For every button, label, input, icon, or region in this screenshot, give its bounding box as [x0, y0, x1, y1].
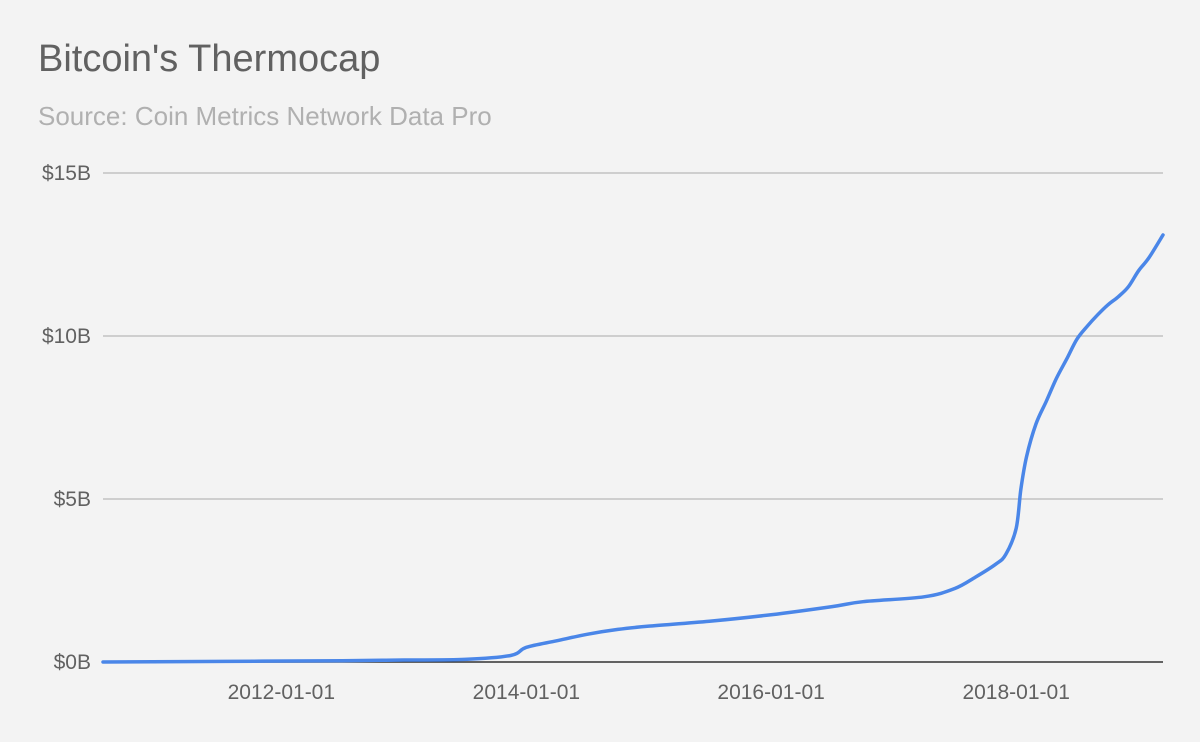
data-point: [1106, 304, 1109, 307]
data-point: [1162, 233, 1165, 236]
data-point: [831, 605, 834, 608]
data-point: [994, 563, 997, 566]
y-axis-ticks: $0B $5B $10B $15B: [42, 162, 91, 674]
data-point: [1127, 286, 1130, 289]
data-point: [647, 625, 650, 628]
data-point: [1025, 455, 1028, 458]
x-tick-label: 2016-01-01: [717, 681, 824, 704]
chart-title: Bitcoin's Thermocap: [38, 38, 381, 80]
data-point: [1086, 325, 1089, 328]
data-point: [922, 595, 925, 598]
data-point: [1117, 295, 1120, 298]
data-point: [1065, 357, 1068, 360]
data-point: [463, 658, 466, 661]
y-tick-label: $10B: [42, 325, 91, 348]
data-point: [1019, 488, 1022, 491]
data-point: [616, 628, 619, 631]
data-point: [974, 576, 977, 579]
data-point: [1147, 256, 1150, 259]
y-tick-label: $0B: [54, 651, 91, 674]
x-axis-ticks: 2012-01-01 2014-01-01 2016-01-01 2018-01-01: [228, 681, 1070, 704]
y-tick-label: $15B: [42, 162, 91, 185]
data-point: [861, 600, 864, 603]
data-point: [1137, 269, 1140, 272]
data-point: [1034, 423, 1037, 426]
data-point: [1055, 377, 1058, 380]
data-point: [586, 633, 589, 636]
data-point: [525, 646, 528, 649]
data-point: [224, 660, 227, 663]
data-point: [403, 659, 406, 662]
data-point: [1015, 527, 1018, 530]
data-point: [341, 659, 344, 662]
data-point: [1045, 400, 1048, 403]
data-point: [102, 661, 105, 664]
chart-subtitle: Source: Coin Metrics Network Data Pro: [38, 101, 492, 131]
data-point: [1004, 553, 1007, 556]
data-point: [509, 654, 512, 657]
grid-lines: [103, 172, 1163, 663]
series-layer: [101, 233, 1165, 664]
data-point: [1075, 338, 1078, 341]
x-tick-label: 2014-01-01: [473, 681, 580, 704]
data-point: [770, 613, 773, 616]
x-tick-label: 2012-01-01: [228, 681, 335, 704]
data-point: [555, 639, 558, 642]
data-point: [708, 620, 711, 623]
x-tick-label: 2018-01-01: [962, 681, 1069, 704]
y-tick-label: $5B: [54, 488, 91, 511]
data-point: [1096, 313, 1099, 316]
data-point: [953, 587, 956, 590]
series-line: [101, 233, 1165, 664]
